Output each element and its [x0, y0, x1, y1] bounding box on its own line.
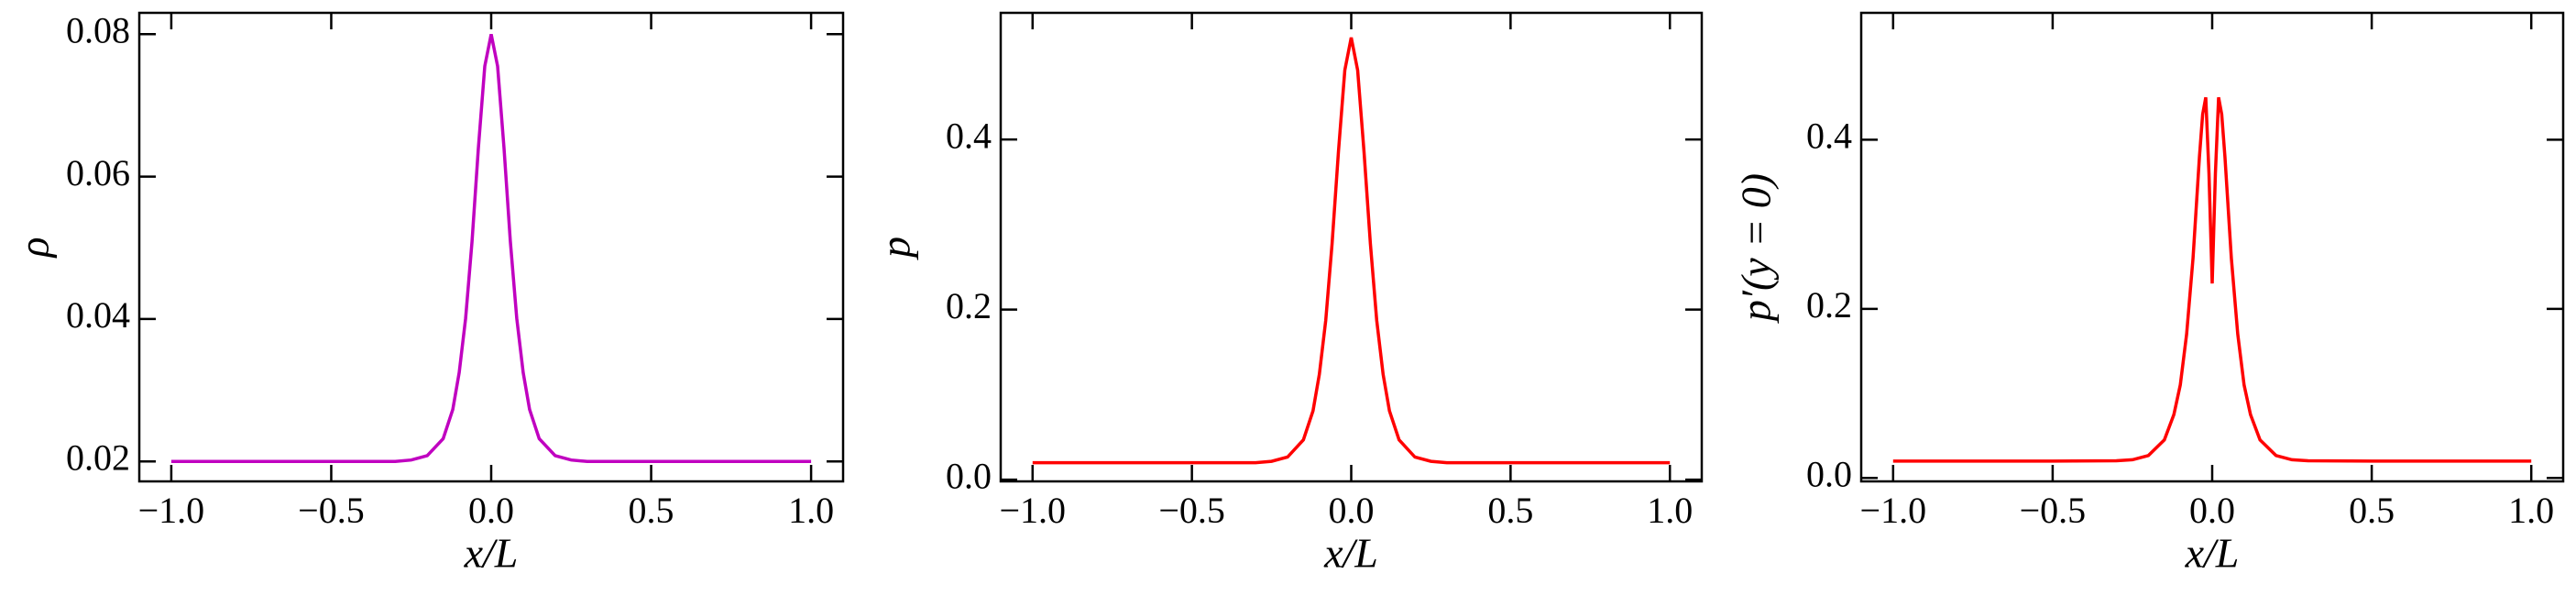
chart: −1.0 −0.5 0.0 0.5 1.0 0.0 0.2 0.4 x/L p: [872, 11, 1704, 577]
x-tick-label: 0.5: [1487, 490, 1533, 531]
chart: −1.0 −0.5 0.0 0.5 1.0 0.02 0.04 0.06 0.08 x/L ρ: [11, 9, 845, 577]
y-tick-label: 0.0: [1806, 453, 1852, 494]
x-axis-label: x/L: [464, 530, 519, 577]
x-tick-label: 0.5: [629, 490, 674, 531]
x-tick-label: −1.0: [138, 490, 205, 531]
y-axis-label: p′(y = 0): [1733, 173, 1780, 324]
plot-frame: [999, 11, 1704, 483]
x-tick-label: 1.0: [788, 490, 834, 531]
x-tick-label: −0.5: [1158, 490, 1225, 531]
data-line: [1892, 96, 2532, 463]
x-tick-label: −0.5: [2020, 490, 2087, 531]
y-tick-label: 0.04: [66, 294, 130, 336]
x-tick-label: 0.0: [1329, 490, 1375, 531]
x-tick-label: 1.0: [1647, 490, 1693, 531]
y-tick-label: 0.08: [66, 9, 130, 50]
plot-frame: [137, 11, 845, 483]
x-tick-label: 0.5: [2349, 490, 2395, 531]
x-tick-label: 0.0: [468, 490, 514, 531]
y-tick-label: 0.4: [946, 115, 992, 156]
x-axis-label: x/L: [1323, 530, 1378, 577]
x-tick-label: −1.0: [999, 490, 1066, 531]
y-tick-label: 0.02: [66, 436, 130, 478]
y-axis-label: p: [872, 237, 919, 260]
data-line: [1032, 37, 1671, 465]
y-tick-label: 0.4: [1806, 116, 1852, 157]
chart: −1.0 −0.5 0.0 0.5 1.0 0.0 0.2 0.4 x/L p′(y = 0): [1733, 11, 2565, 577]
x-tick-label: −1.0: [1860, 490, 1927, 531]
x-tick-label: 0.0: [2189, 490, 2235, 531]
x-axis-label: x/L: [2185, 530, 2240, 577]
y-tick-label: 0.2: [1806, 284, 1852, 326]
y-axis-label: ρ: [11, 237, 58, 259]
x-tick-label: −0.5: [298, 490, 365, 531]
x-tick-label: 1.0: [2508, 490, 2554, 531]
y-tick-label: 0.06: [66, 152, 130, 193]
y-tick-label: 0.2: [946, 285, 992, 326]
data-line: [170, 33, 812, 464]
y-tick-label: 0.0: [946, 455, 992, 496]
